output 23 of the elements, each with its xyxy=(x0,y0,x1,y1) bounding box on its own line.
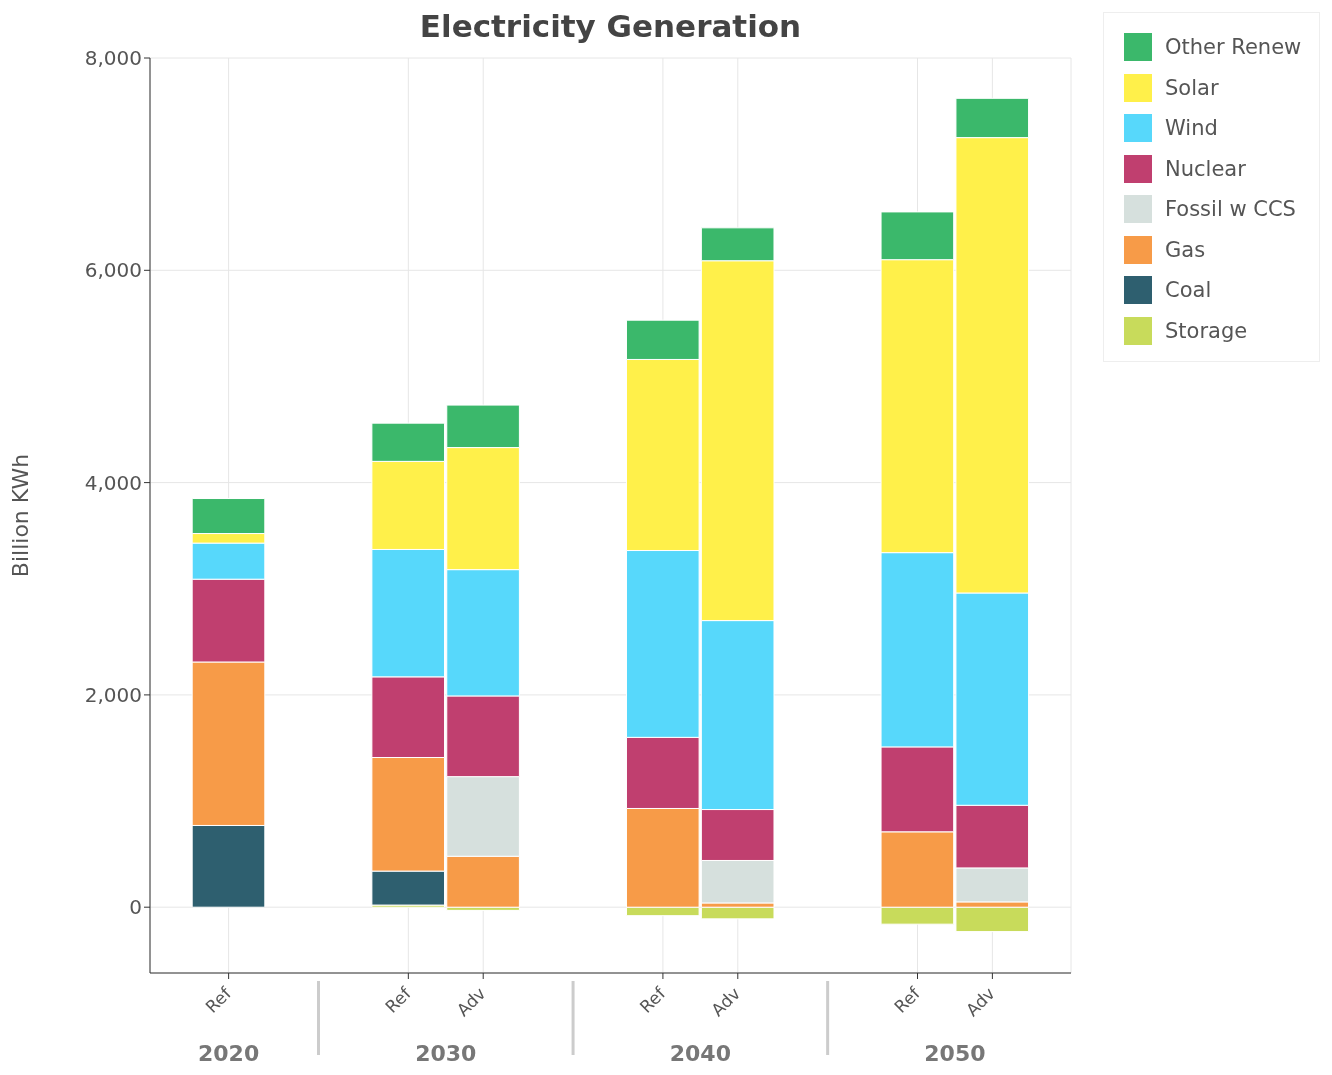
legend-label: Coal xyxy=(1164,277,1213,305)
y-tick-label: 0 xyxy=(129,895,142,920)
text: 2020 xyxy=(197,1041,261,1066)
legend-label: Storage xyxy=(1164,317,1249,345)
legend-label: Solar xyxy=(1164,74,1220,102)
legend-label: Other Renew xyxy=(1164,34,1302,62)
x-tick-label: Ref xyxy=(201,982,236,1017)
y-tick-label: 4,000 xyxy=(84,470,142,495)
chart-title: Electricity Generation xyxy=(418,8,803,44)
x-tick-label: Ref xyxy=(381,982,416,1017)
legend-label: Wind xyxy=(1164,115,1219,143)
text: 2030 xyxy=(414,1041,478,1066)
legend-label: Nuclear xyxy=(1164,155,1247,183)
x-tick-label: Ref xyxy=(890,982,925,1017)
text: 2050 xyxy=(923,1041,987,1066)
text: 2040 xyxy=(668,1041,732,1066)
legend-label: Gas xyxy=(1164,236,1207,264)
y-tick-label: 6,000 xyxy=(84,258,142,283)
y-tick-label: 8,000 xyxy=(84,46,142,71)
y-axis-title: Billion KWh xyxy=(7,453,33,578)
x-tick-label: Ref xyxy=(635,982,670,1017)
legend-label: Fossil w CCS xyxy=(1164,196,1297,224)
y-tick-label: 2,000 xyxy=(84,682,142,707)
